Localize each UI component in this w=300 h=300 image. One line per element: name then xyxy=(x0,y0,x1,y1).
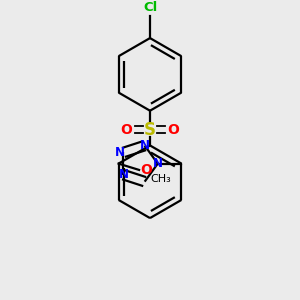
Text: S: S xyxy=(144,121,156,139)
Text: N: N xyxy=(153,157,163,170)
Text: N: N xyxy=(140,139,150,152)
Text: Cl: Cl xyxy=(143,2,157,14)
Text: O: O xyxy=(120,123,132,137)
Text: CH₃: CH₃ xyxy=(150,174,171,184)
Text: O: O xyxy=(140,163,152,177)
Text: O: O xyxy=(168,123,180,137)
Text: N: N xyxy=(115,146,125,159)
Text: N: N xyxy=(118,168,128,181)
